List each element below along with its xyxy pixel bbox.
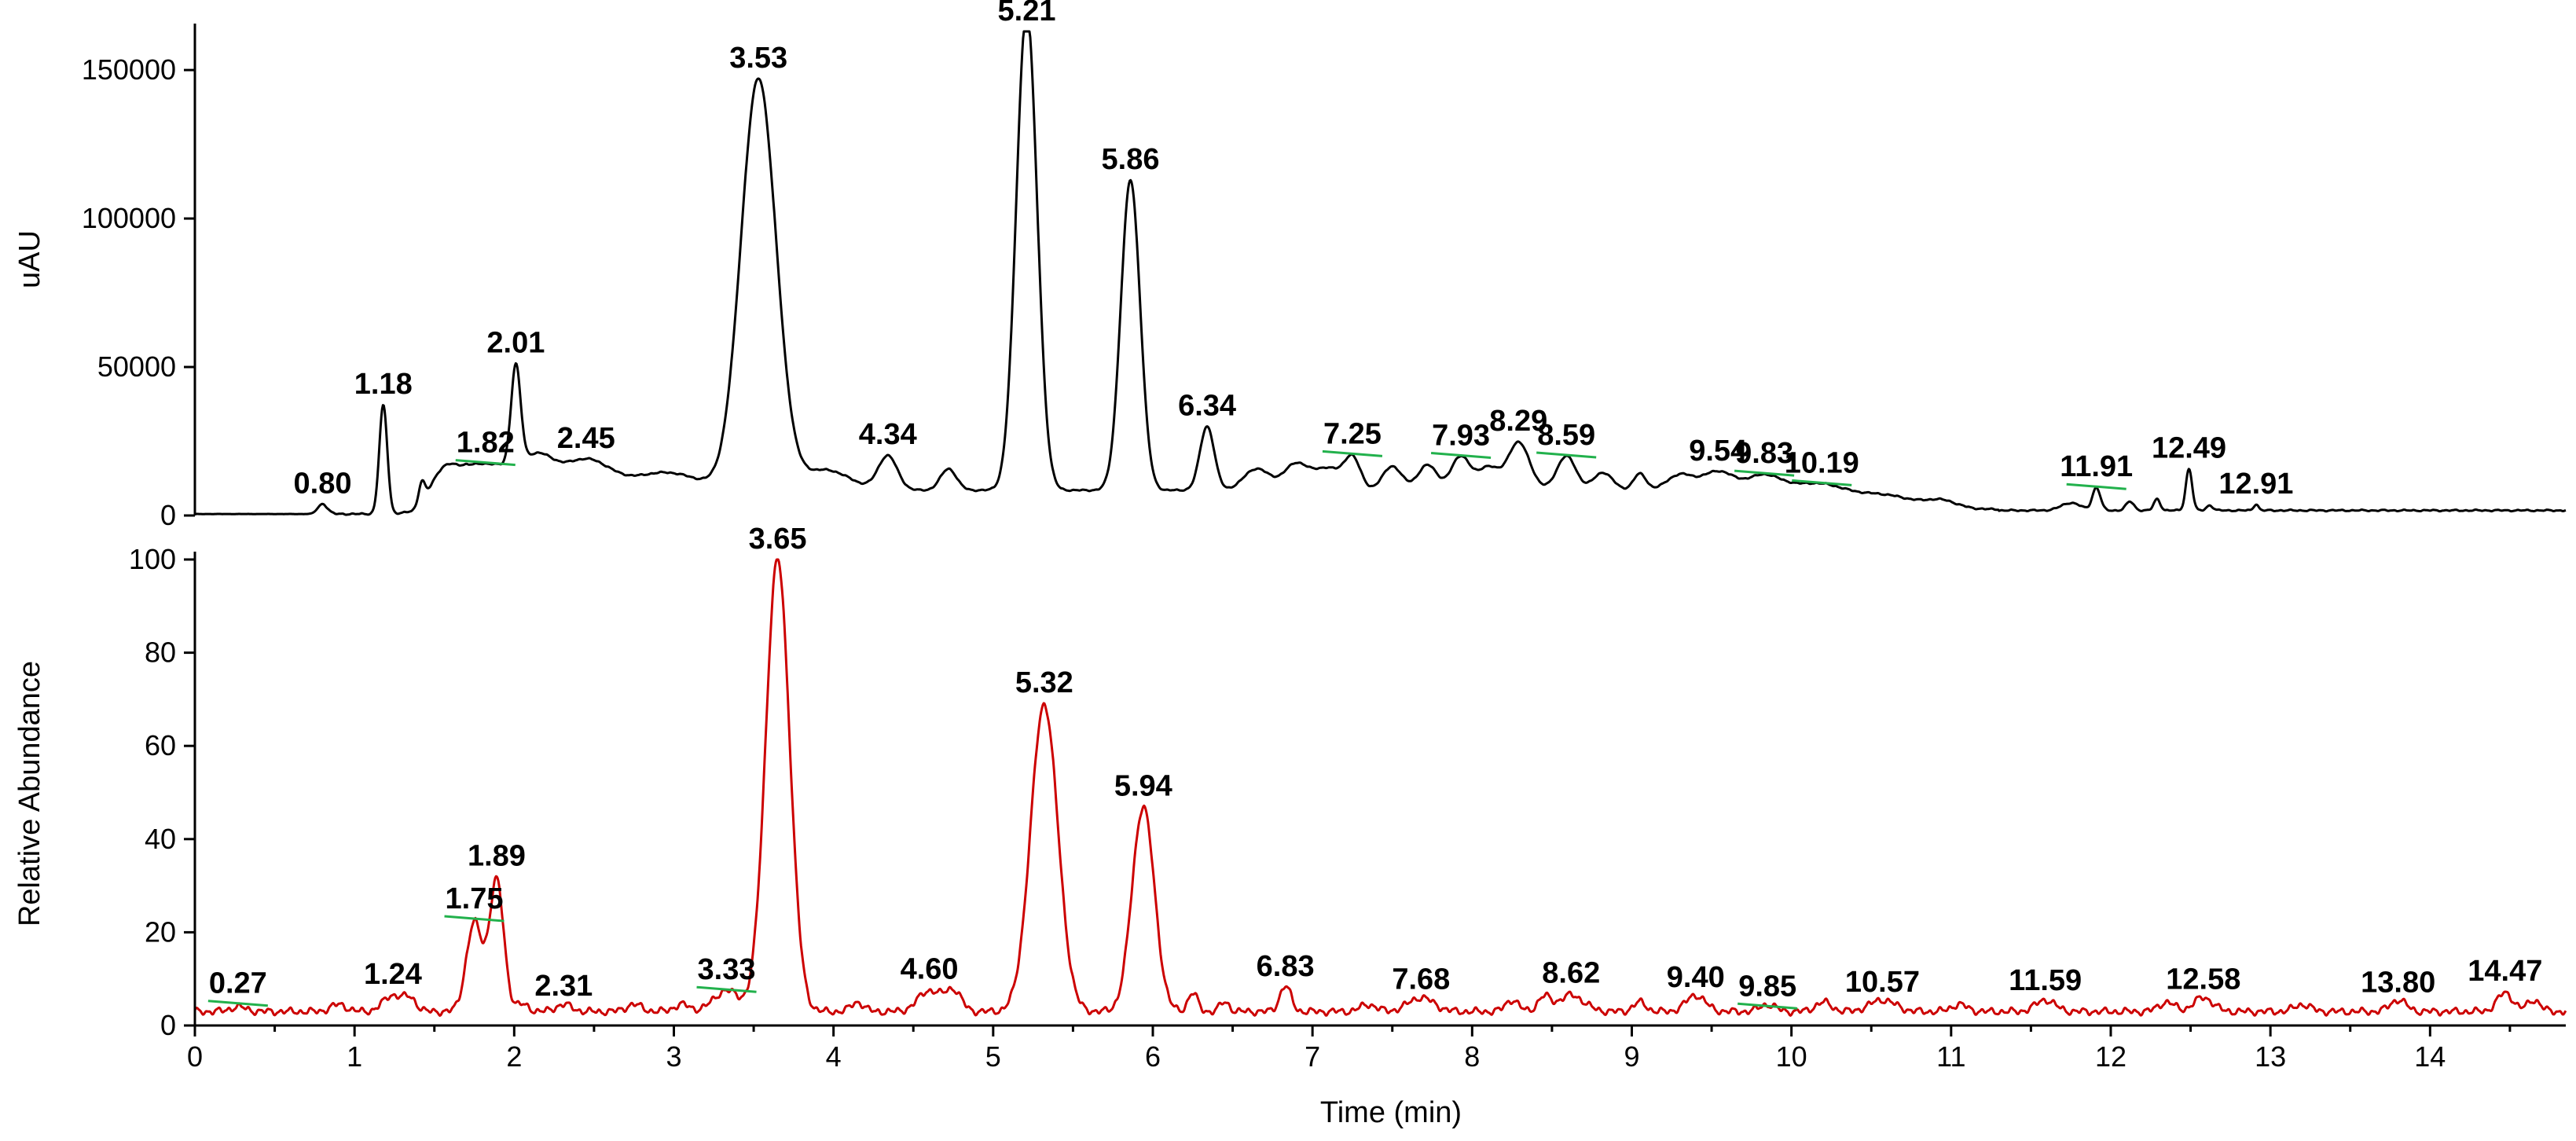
x-tick-label: 1	[347, 1040, 362, 1073]
ms-peak-baseline-marker	[1738, 1002, 1798, 1010]
x-tick-label: 13	[2255, 1040, 2286, 1073]
x-tick-label: 12	[2095, 1040, 2126, 1073]
ms-peak-label: 9.85	[1738, 970, 1796, 1003]
x-tick-label: 9	[1624, 1040, 1639, 1073]
ms-peak-label: 10.57	[1845, 966, 1920, 999]
uv-peak-baseline-marker	[1430, 452, 1492, 460]
ms-peak-label: 1.75	[446, 882, 504, 915]
uv-peak-label: 1.82	[457, 427, 515, 460]
ms-trace-line	[193, 558, 2567, 1017]
ms-peak-label: 2.31	[534, 970, 593, 1003]
uv-peak-baseline-marker	[455, 459, 516, 467]
uv-peak-baseline-marker	[1734, 469, 1795, 477]
ms-y-tick-label: 0	[160, 1009, 176, 1041]
uv-peak-label: 6.34	[1178, 390, 1236, 423]
uv-peak-label: 12.91	[2218, 468, 2293, 501]
x-axis-title: Time (min)	[1320, 1096, 1462, 1129]
ms-y-axis-title: Relative Abundance	[13, 661, 46, 926]
ms-peak-baseline-marker	[444, 915, 505, 923]
uv-peak-label: 12.49	[2152, 432, 2226, 465]
uv-y-tick-label: 0	[160, 499, 176, 531]
ms-peak-label: 1.89	[468, 839, 526, 872]
uv-chromatogram-panel: 0 50000 100000 150000 0.80 1.18 1.82 2.01 2.45 3.…	[82, 0, 2567, 531]
uv-peak-label: 2.45	[557, 422, 615, 455]
uv-y-axis-title: uAU	[13, 230, 46, 288]
x-tick-label: 10	[1776, 1040, 1807, 1073]
uv-peak-label: 9.54	[1689, 435, 1747, 468]
uv-peak-label: 8.59	[1537, 419, 1595, 452]
x-tick-label: 14	[2414, 1040, 2446, 1073]
uv-y-tick-label: 100000	[82, 202, 176, 234]
ms-y-tick-label: 60	[145, 729, 176, 761]
ms-peak-label: 9.40	[1667, 961, 1725, 994]
x-tick-label: 5	[985, 1040, 1001, 1073]
uv-peak-label: 11.91	[2060, 450, 2133, 483]
ms-peak-label: 1.24	[364, 958, 422, 991]
ms-peak-label: 12.58	[2166, 963, 2240, 996]
uv-peak-label: 5.86	[1102, 143, 1160, 176]
x-tick-label: 7	[1305, 1040, 1320, 1073]
ms-y-tick-label: 100	[129, 543, 176, 575]
ms-peak-label: 4.60	[901, 952, 959, 985]
uv-peak-label: 1.18	[354, 368, 413, 401]
ms-y-tick-label: 40	[145, 823, 176, 855]
ms-peak-label: 8.62	[1542, 956, 1600, 989]
ms-peak-label: 6.83	[1257, 950, 1315, 983]
x-tick-label: 3	[666, 1040, 681, 1073]
x-tick-label: 4	[826, 1040, 842, 1073]
uv-peak-label: 3.53	[729, 42, 787, 75]
ms-peak-label: 5.94	[1114, 769, 1172, 802]
ms-y-tick-label: 20	[145, 915, 176, 948]
x-tick-label: 0	[187, 1040, 203, 1073]
uv-peak-label: 2.01	[486, 326, 545, 359]
x-tick-label: 11	[1936, 1040, 1965, 1073]
uv-y-tick-label: 50000	[97, 350, 176, 383]
uv-peak-label: 4.34	[859, 418, 917, 451]
ms-y-tick-label: 80	[145, 637, 176, 669]
uv-peak-label: 5.21	[998, 0, 1056, 28]
ms-peak-baseline-marker	[207, 1000, 268, 1007]
uv-peak-baseline-marker	[2066, 482, 2126, 490]
ms-peak-label: 7.68	[1392, 963, 1450, 996]
uv-peak-label: 8.29	[1489, 405, 1547, 438]
x-tick-label: 2	[506, 1040, 522, 1073]
ms-peak-label: 3.33	[698, 953, 756, 986]
ms-peak-baseline-marker	[696, 985, 757, 993]
uv-y-tick-label: 150000	[82, 53, 176, 86]
uv-peak-label: 10.19	[1785, 446, 1859, 479]
uv-trace-line	[194, 30, 2567, 516]
uv-peak-label: 7.93	[1432, 420, 1490, 453]
ms-peak-label: 14.47	[2468, 955, 2542, 988]
x-tick-label: 6	[1145, 1040, 1161, 1073]
uv-peak-label: 9.83	[1735, 437, 1793, 470]
uv-peak-baseline-marker	[1322, 449, 1383, 457]
ms-peak-label: 3.65	[749, 523, 807, 556]
uv-peak-baseline-marker	[1536, 451, 1597, 459]
uv-peak-label: 0.80	[294, 467, 352, 500]
ms-peak-label: 5.32	[1015, 666, 1073, 699]
uv-peak-baseline-marker	[1792, 479, 1852, 486]
x-tick-label: 8	[1464, 1040, 1480, 1073]
uv-peak-label: 7.25	[1323, 417, 1382, 450]
ms-peak-label: 0.27	[209, 967, 267, 1000]
ms-peak-label: 11.59	[2009, 964, 2082, 997]
ms-peak-label: 13.80	[2361, 966, 2435, 999]
